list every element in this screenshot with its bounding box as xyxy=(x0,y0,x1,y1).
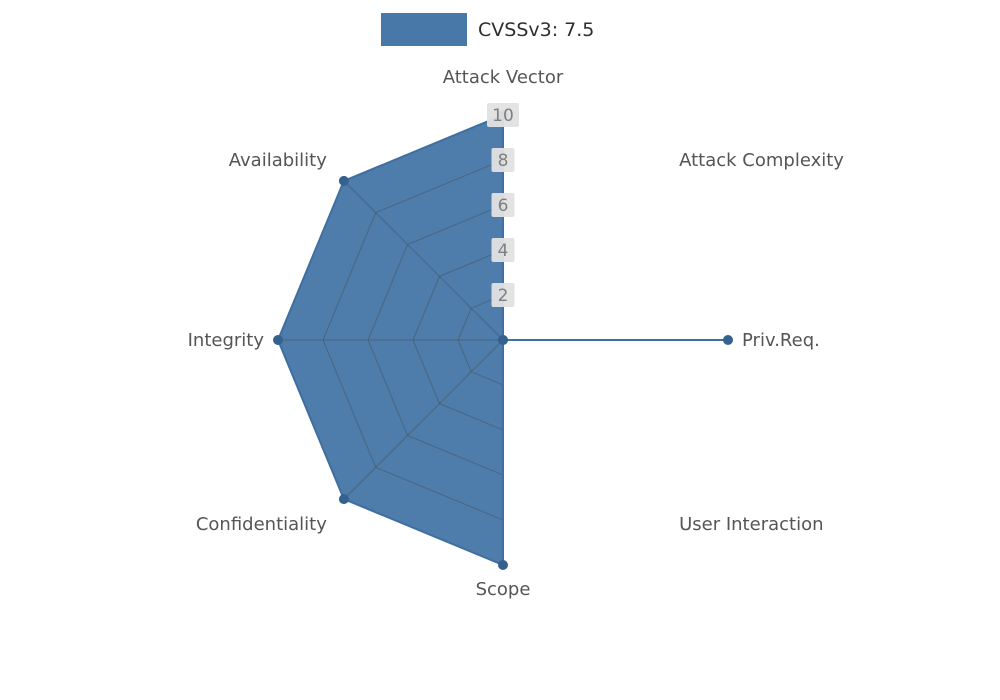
category-label-priv-req: Priv.Req. xyxy=(742,330,820,351)
tick-label: 6 xyxy=(498,196,509,216)
tick-label-bg xyxy=(491,193,515,217)
tick-label: 10 xyxy=(492,106,514,126)
radar-vertex-marker xyxy=(338,494,349,505)
radar-vertex-marker xyxy=(498,335,508,345)
category-label-user-interaction: User Interaction xyxy=(679,514,823,535)
tick-label: 4 xyxy=(498,241,509,261)
tick-label-bg xyxy=(491,238,515,262)
tick-label-bg xyxy=(491,148,515,172)
category-label-confidentiality: Confidentiality xyxy=(196,514,327,535)
radar-vertex-marker xyxy=(498,560,508,570)
category-label-attack-complexity: Attack Complexity xyxy=(679,150,844,171)
category-label-integrity: Integrity xyxy=(188,330,265,351)
tick-label: 8 xyxy=(498,151,509,171)
radar-vertex-marker xyxy=(723,335,733,345)
category-label-availability: Availability xyxy=(229,150,327,171)
tick-label: 2 xyxy=(498,286,509,306)
radar-vertex-marker xyxy=(273,335,283,345)
legend-label: CVSSv3: 7.5 xyxy=(478,18,595,41)
radar-vertex-marker xyxy=(338,175,349,186)
tick-label-bg xyxy=(491,283,515,307)
category-label-scope: Scope xyxy=(476,579,531,600)
legend-swatch xyxy=(381,13,467,46)
chart-legend: CVSSv3: 7.5 xyxy=(381,13,594,46)
category-label-attack-vector: Attack Vector xyxy=(443,67,564,88)
tick-label-bg xyxy=(487,103,519,127)
